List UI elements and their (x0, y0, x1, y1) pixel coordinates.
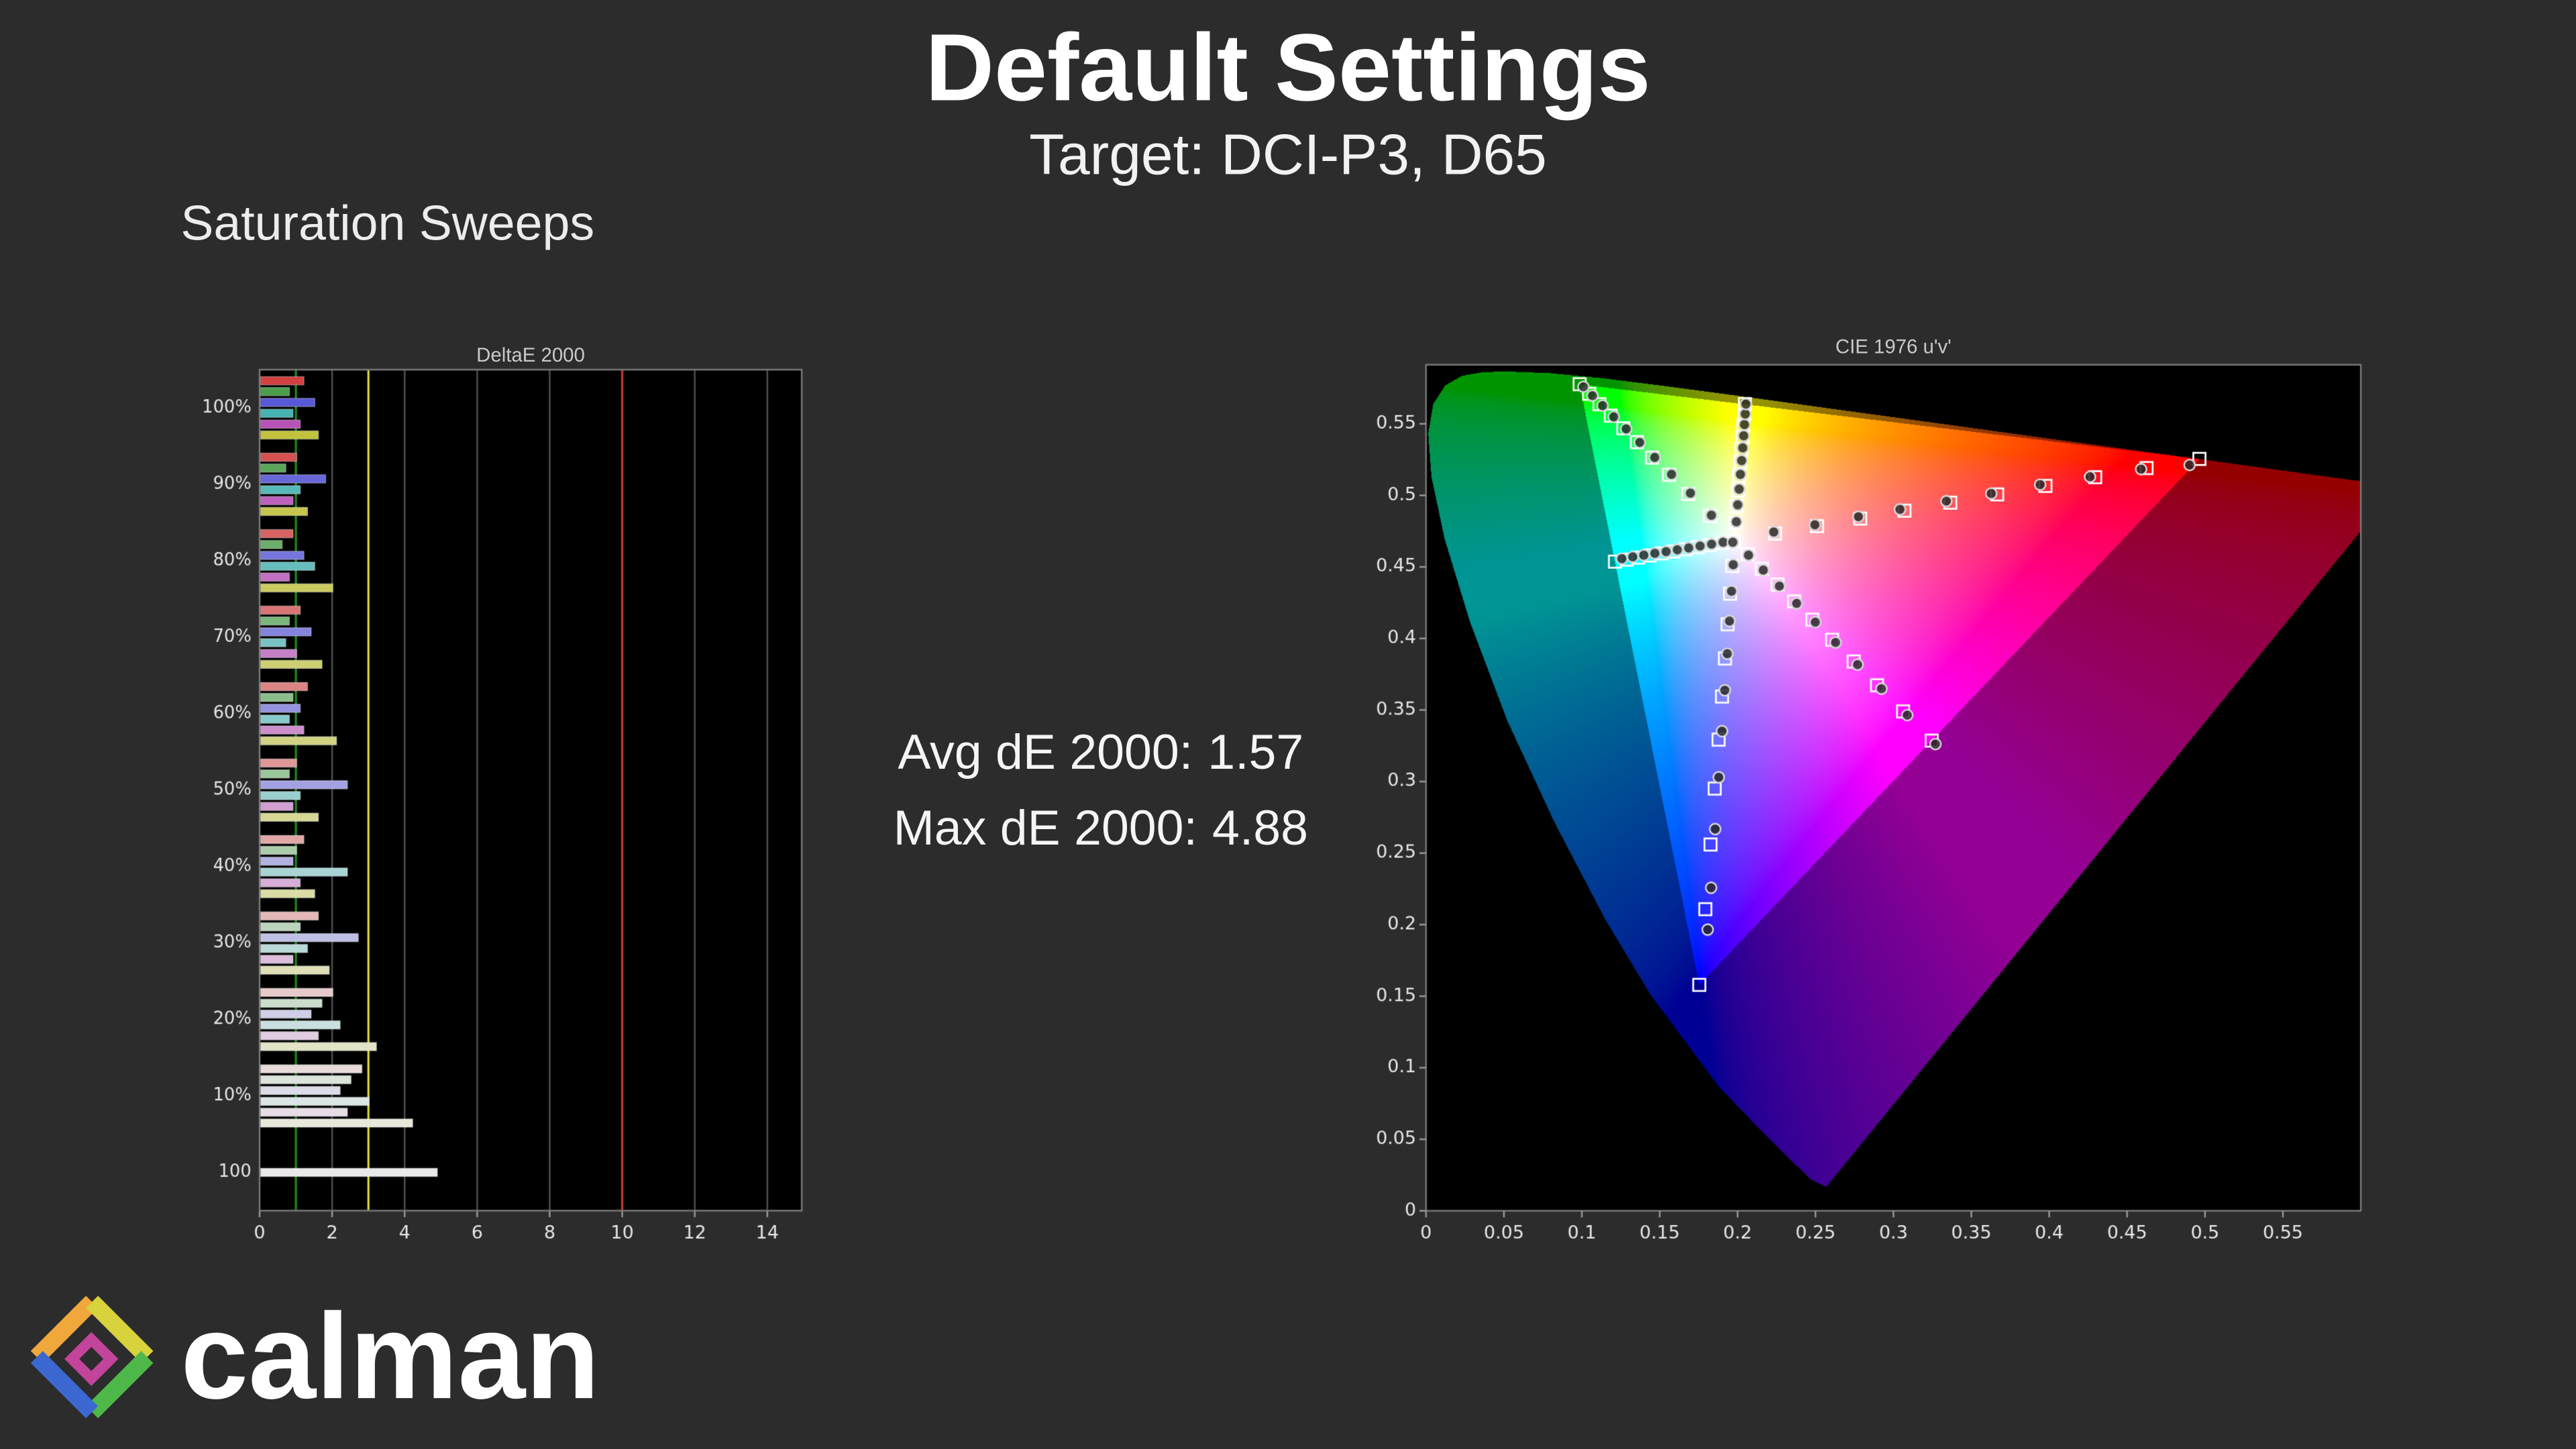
cie-chart: CIE 1976 u'v' (1363, 328, 2415, 1249)
deltae-chart-title: DeltaE 2000 (476, 343, 585, 367)
max-de-value: 4.88 (1212, 802, 1308, 856)
avg-de-value: 1.57 (1208, 726, 1304, 781)
deltae-bar-canvas (197, 337, 822, 1249)
avg-de-line: Avg dE 2000: 1.57 (821, 716, 1380, 792)
deltae-bar-chart: DeltaE 2000 (197, 337, 822, 1249)
section-label: Saturation Sweeps (180, 197, 595, 252)
max-de-line: Max dE 2000: 4.88 (821, 792, 1380, 867)
report-header: Default Settings Target: DCI-P3, D65 (0, 0, 2576, 188)
cie-chart-title: CIE 1976 u'v' (1835, 335, 1951, 358)
page-title: Default Settings (925, 15, 1651, 122)
page-subtitle: Target: DCI-P3, D65 (1029, 123, 1547, 187)
stats-block: Avg dE 2000: 1.57 Max dE 2000: 4.88 (821, 716, 1380, 867)
max-de-label: Max dE 2000: (893, 802, 1197, 856)
calman-logo-icon (30, 1295, 154, 1419)
avg-de-label: Avg dE 2000: (898, 726, 1193, 781)
calman-wordmark: calman (180, 1287, 600, 1425)
logo: calman (26, 1291, 600, 1423)
cie-diagram-canvas (1363, 328, 2415, 1249)
